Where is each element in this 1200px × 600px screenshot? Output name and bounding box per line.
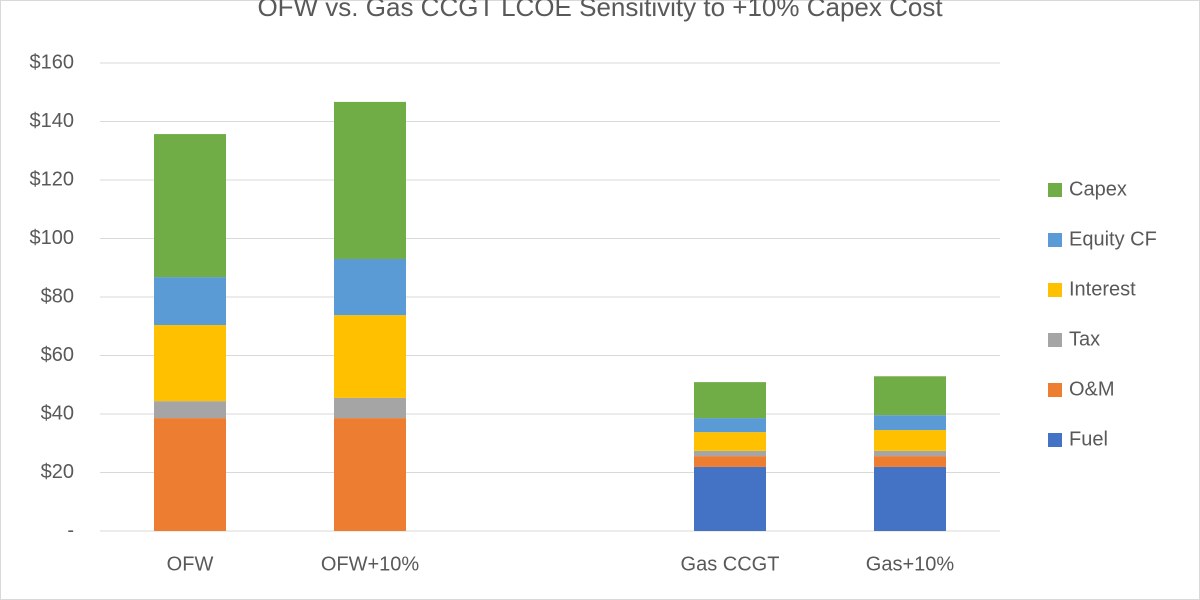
- legend-swatch: [1048, 383, 1062, 397]
- legend-swatch: [1048, 283, 1062, 297]
- bar-segment: [694, 418, 766, 433]
- chart-title: OFW vs. Gas CCGT LCOE Sensitivity to +10…: [257, 0, 943, 22]
- legend-swatch: [1048, 183, 1062, 197]
- bar-segment: [694, 456, 766, 467]
- legend-label: Fuel: [1069, 428, 1108, 450]
- y-tick-label: $40: [41, 402, 74, 424]
- legend-swatch: [1048, 233, 1062, 247]
- bar-segment: [874, 415, 946, 431]
- legend-label: Capex: [1069, 178, 1127, 200]
- bar-segment: [874, 376, 946, 416]
- bar-segment: [874, 450, 946, 457]
- legend-swatch: [1048, 333, 1062, 347]
- y-tick-label: $100: [30, 227, 75, 249]
- bar-segment: [334, 397, 406, 419]
- bar-segment: [694, 382, 766, 419]
- bar-segment: [874, 430, 946, 451]
- legend-label: Equity CF: [1069, 228, 1157, 250]
- y-tick-label: $60: [41, 344, 74, 366]
- x-tick-label: Gas CCGT: [681, 553, 780, 575]
- y-tick-label: $80: [41, 285, 74, 307]
- y-tick-label: $20: [41, 461, 74, 483]
- x-tick-label: OFW: [167, 553, 214, 575]
- bar-segment: [334, 258, 406, 316]
- bar-segment: [694, 466, 766, 531]
- bar-segment: [694, 432, 766, 451]
- y-tick-label: $120: [30, 168, 75, 190]
- y-tick-label: -: [67, 519, 74, 541]
- y-tick-label: $140: [30, 110, 75, 132]
- bar-segment: [154, 325, 226, 402]
- bar-segment: [154, 134, 226, 278]
- bar-segment: [334, 101, 406, 259]
- bar-segment: [874, 466, 946, 531]
- y-tick-label: $160: [30, 51, 75, 73]
- x-tick-label: OFW+10%: [321, 553, 420, 575]
- legend-label: Interest: [1069, 278, 1136, 300]
- legend-label: O&M: [1069, 378, 1115, 400]
- bar-segment: [334, 315, 406, 398]
- legend-swatch: [1048, 433, 1062, 447]
- x-tick-label: Gas+10%: [866, 553, 955, 575]
- bar-segment: [874, 456, 946, 467]
- bar-segment: [154, 401, 226, 419]
- bar-segment: [694, 450, 766, 457]
- legend-label: Tax: [1069, 328, 1100, 350]
- bar-segment: [154, 418, 226, 531]
- bar-segment: [154, 277, 226, 326]
- bar-segment: [334, 418, 406, 531]
